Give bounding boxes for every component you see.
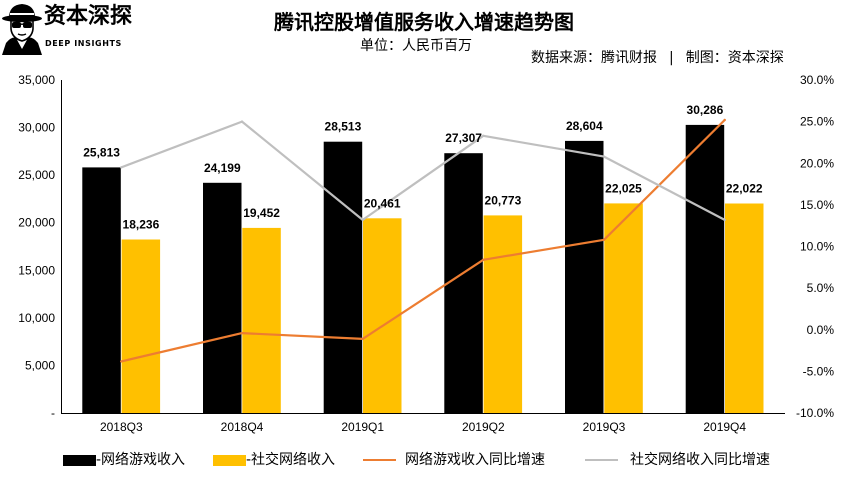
social-revenue-bar [725, 203, 764, 413]
legend-item-social-growth: 社交网络收入同比增速 [585, 452, 770, 468]
chart-title: 腾讯控股增值服务收入增速趋势图 [274, 10, 574, 34]
y-right-tick-label: 15.0% [800, 198, 834, 212]
chart-credit: 制图：资本深探 [685, 50, 784, 66]
social-revenue-data-label: 22,022 [726, 182, 763, 196]
legend-swatch-social-growth [585, 459, 618, 461]
social-revenue-data-label: 20,461 [364, 196, 401, 210]
game-revenue-bar [82, 167, 121, 413]
game-revenue-bar [685, 124, 725, 414]
game-revenue-data-label: 24,199 [204, 161, 241, 175]
y-right-tick-label: -5.0% [803, 364, 835, 378]
y-left-tick-label: 15,000 [18, 263, 55, 277]
game-revenue-bar [203, 182, 242, 413]
bar-data-labels: 25,813 24,199 28,513 27,307 28,604 30,286 18,2… [83, 103, 763, 232]
social-growth-point [120, 166, 123, 169]
data-source: 数据来源：腾讯财报 [531, 50, 657, 66]
legend-item-game-growth: 网络游戏收入同比增速 [363, 452, 545, 468]
game-growth-point [120, 360, 123, 363]
line-marks [120, 118, 726, 363]
x-category-label: 2018Q3 [100, 420, 143, 434]
y-left-tick-label: 10,000 [18, 311, 55, 325]
y-left-tick-label: - [51, 406, 55, 420]
social-revenue-data-label: 19,452 [243, 206, 280, 220]
social-growth-point [602, 155, 606, 158]
game-revenue-data-label: 27,307 [445, 131, 482, 145]
legend-swatch-game-growth [363, 459, 396, 461]
legend-label-social-growth: 社交网络收入同比增速 [630, 452, 770, 468]
game-revenue-bar [565, 140, 604, 413]
y-right-tick-label: -10.0% [796, 406, 834, 420]
x-axis-labels: 2018Q3 2018Q4 2019Q1 2019Q2 2019Q3 2019Q4 [100, 420, 746, 434]
y-right-tick-label: 5.0% [807, 281, 835, 295]
y-right-tick-label: 10.0% [800, 240, 834, 254]
source-separator: | [669, 50, 674, 66]
x-category-label: 2019Q1 [341, 420, 384, 434]
game-growth-point [240, 331, 244, 335]
brand-logo: 资本深探 DEEP INSIGHTS [0, 0, 132, 56]
x-category-label: 2019Q2 [462, 420, 505, 434]
social-revenue-data-label: 18,236 [123, 218, 160, 232]
detective-face-icon [2, 4, 42, 55]
social-revenue-bar [242, 227, 281, 413]
chart-unit-subtitle: 单位：人民币百万 [360, 38, 472, 54]
social-revenue-bar [604, 203, 643, 413]
game-growth-point [602, 238, 606, 241]
game-revenue-data-label: 25,813 [83, 145, 120, 159]
social-revenue-data-label: 22,025 [605, 181, 642, 195]
game-growth-point [361, 337, 364, 341]
y-left-tick-label: 20,000 [18, 216, 55, 230]
y-right-tick-label: 25.0% [800, 115, 834, 129]
game-growth-line [120, 118, 726, 363]
social-growth-point [482, 134, 485, 137]
y-right-tick-label: 20.0% [800, 156, 834, 170]
social-revenue-bar [121, 239, 161, 413]
social-revenue-data-label: 20,773 [485, 193, 522, 207]
social-growth-point [361, 218, 364, 222]
logo-tagline: DEEP INSIGHTS [45, 39, 122, 48]
x-category-label: 2019Q3 [583, 420, 626, 434]
legend-item-game-revenue: -网络游戏收入 [63, 452, 185, 468]
y-left-tick-label: 25,000 [18, 168, 55, 182]
legend-item-social-revenue: -社交网络收入 [213, 452, 335, 468]
y-right-axis-labels: -10.0% -5.0% 0.0% 5.0% 10.0% 15.0% 20.0% 25.0% 3… [796, 73, 834, 420]
legend-swatch-game-revenue [63, 454, 96, 466]
legend-label-social-revenue: -社交网络收入 [246, 452, 336, 468]
x-category-label: 2019Q4 [703, 420, 746, 434]
legend-label-game-revenue: -网络游戏收入 [96, 452, 186, 468]
game-growth-point [482, 258, 485, 261]
social-growth-point [240, 120, 244, 123]
x-category-label: 2018Q4 [221, 420, 264, 434]
legend-label-game-growth: 网络游戏收入同比增速 [405, 452, 545, 468]
social-revenue-bar [483, 215, 523, 413]
y-left-tick-label: 30,000 [18, 121, 55, 135]
game-revenue-bar [323, 141, 363, 413]
game-revenue-data-label: 28,513 [325, 120, 362, 134]
logo-name: 资本深探 [44, 4, 133, 29]
y-left-tick-label: 35,000 [18, 73, 55, 87]
bar-marks [82, 124, 764, 414]
y-right-tick-label: 0.0% [807, 323, 835, 337]
social-growth-point [723, 218, 726, 222]
y-left-tick-label: 5,000 [25, 358, 55, 372]
y-right-tick-label: 30.0% [800, 73, 834, 87]
game-revenue-data-label: 30,286 [687, 103, 724, 117]
game-revenue-bar [444, 153, 483, 413]
game-growth-point [723, 118, 726, 122]
y-left-axis-labels: - 5,000 10,000 15,000 20,000 25,000 30,000 35,0… [18, 73, 55, 420]
social-growth-line [120, 120, 726, 221]
social-revenue-bar [363, 218, 402, 413]
source-credit-line: 数据来源：腾讯财报 | 制图：资本深探 [531, 49, 784, 67]
legend-swatch-social-revenue [213, 454, 246, 466]
game-revenue-data-label: 28,604 [566, 119, 603, 133]
